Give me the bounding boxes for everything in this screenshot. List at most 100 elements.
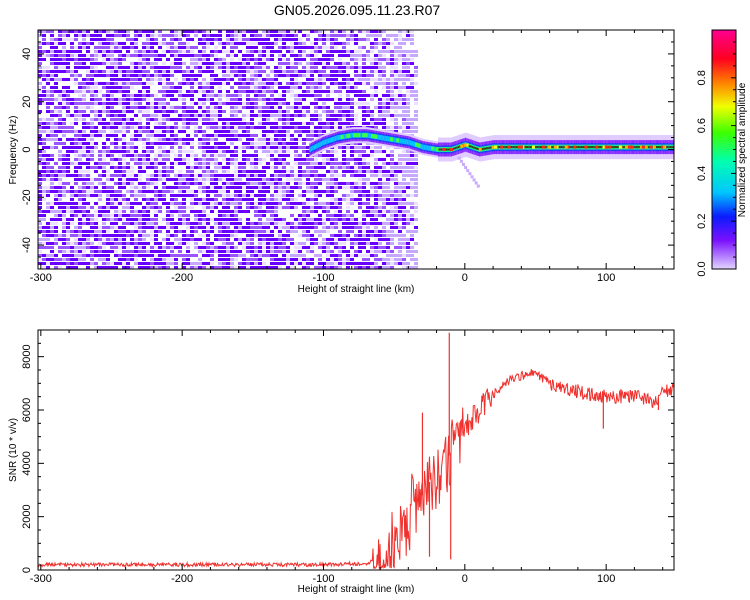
- noise-cell: [54, 114, 58, 117]
- noise-cell: [302, 174, 306, 177]
- noise-cell: [98, 110, 102, 113]
- noise-cell: [334, 50, 338, 53]
- noise-cell: [262, 222, 266, 225]
- noise-cell: [162, 126, 166, 129]
- noise-cell: [226, 218, 230, 221]
- noise-cell: [338, 110, 342, 113]
- noise-cell: [202, 210, 206, 213]
- noise-cell: [142, 194, 146, 197]
- noise-cell: [106, 154, 110, 157]
- noise-cell: [358, 250, 362, 253]
- noise-cell: [390, 174, 394, 177]
- noise-cell: [82, 194, 86, 197]
- noise-cell: [230, 134, 234, 137]
- noise-cell: [370, 30, 374, 33]
- noise-cell: [94, 62, 98, 65]
- noise-cell: [394, 258, 398, 261]
- noise-cell: [370, 170, 374, 173]
- noise-cell: [162, 114, 166, 117]
- noise-cell: [130, 98, 134, 101]
- noise-cell: [78, 250, 82, 253]
- noise-cell: [366, 122, 370, 125]
- noise-cell: [210, 178, 214, 181]
- noise-cell: [86, 174, 90, 177]
- noise-cell: [246, 206, 250, 209]
- noise-cell: [86, 126, 90, 129]
- noise-cell: [102, 246, 106, 249]
- noise-cell: [66, 146, 70, 149]
- noise-cell: [90, 74, 94, 77]
- noise-cell: [258, 114, 262, 117]
- noise-cell: [38, 186, 42, 189]
- noise-cell: [58, 246, 62, 249]
- noise-cell: [214, 170, 218, 173]
- noise-cell: [74, 58, 78, 61]
- noise-cell: [42, 74, 46, 77]
- noise-cell: [50, 50, 54, 53]
- noise-cell: [214, 34, 218, 37]
- noise-cell: [378, 82, 382, 85]
- noise-cell: [42, 238, 46, 241]
- noise-cell: [114, 226, 118, 229]
- noise-cell: [362, 174, 366, 177]
- noise-cell: [110, 46, 114, 49]
- noise-cell: [86, 262, 90, 265]
- noise-cell: [98, 90, 102, 93]
- noise-cell: [122, 118, 126, 121]
- noise-cell: [102, 106, 106, 109]
- noise-cell: [398, 254, 402, 257]
- noise-cell: [66, 222, 70, 225]
- noise-cell: [198, 42, 202, 45]
- noise-cell: [370, 34, 374, 37]
- noise-cell: [290, 86, 294, 89]
- signal-band-inner: [322, 140, 325, 146]
- noise-cell: [138, 246, 142, 249]
- noise-cell: [270, 202, 274, 205]
- noise-cell: [290, 30, 294, 33]
- noise-cell: [122, 130, 126, 133]
- noise-cell: [154, 78, 158, 81]
- noise-cell: [170, 118, 174, 121]
- noise-cell: [258, 82, 262, 85]
- noise-cell: [342, 82, 346, 85]
- noise-cell: [58, 70, 62, 73]
- noise-cell: [162, 194, 166, 197]
- noise-cell: [38, 50, 42, 53]
- noise-cell: [306, 110, 310, 113]
- noise-cell: [274, 98, 278, 101]
- noise-cell: [302, 54, 306, 57]
- noise-cell: [202, 242, 206, 245]
- noise-cell: [130, 238, 134, 241]
- noise-cell: [386, 178, 390, 181]
- noise-cell: [250, 202, 254, 205]
- noise-cell: [134, 38, 138, 41]
- noise-cell: [130, 142, 134, 145]
- noise-cell: [314, 174, 318, 177]
- noise-cell: [258, 42, 262, 45]
- noise-cell: [98, 50, 102, 53]
- noise-cell: [210, 66, 214, 69]
- noise-cell: [114, 50, 118, 53]
- noise-cell: [50, 174, 54, 177]
- noise-cell: [86, 142, 90, 145]
- noise-cell: [202, 82, 206, 85]
- noise-cell: [138, 234, 142, 237]
- noise-cell: [74, 138, 78, 141]
- noise-cell: [282, 34, 286, 37]
- noise-cell: [66, 158, 70, 161]
- noise-cell: [202, 230, 206, 233]
- noise-cell: [234, 186, 238, 189]
- noise-cell: [386, 230, 390, 233]
- noise-cell: [90, 242, 94, 245]
- noise-cell: [54, 82, 58, 85]
- noise-cell: [278, 106, 282, 109]
- noise-cell: [142, 126, 146, 129]
- noise-cell: [294, 198, 298, 201]
- noise-cell: [278, 226, 282, 229]
- noise-cell: [114, 142, 118, 145]
- noise-cell: [122, 78, 126, 81]
- noise-cell: [130, 206, 134, 209]
- noise-cell: [294, 86, 298, 89]
- noise-cell: [102, 142, 106, 145]
- noise-cell: [54, 146, 58, 149]
